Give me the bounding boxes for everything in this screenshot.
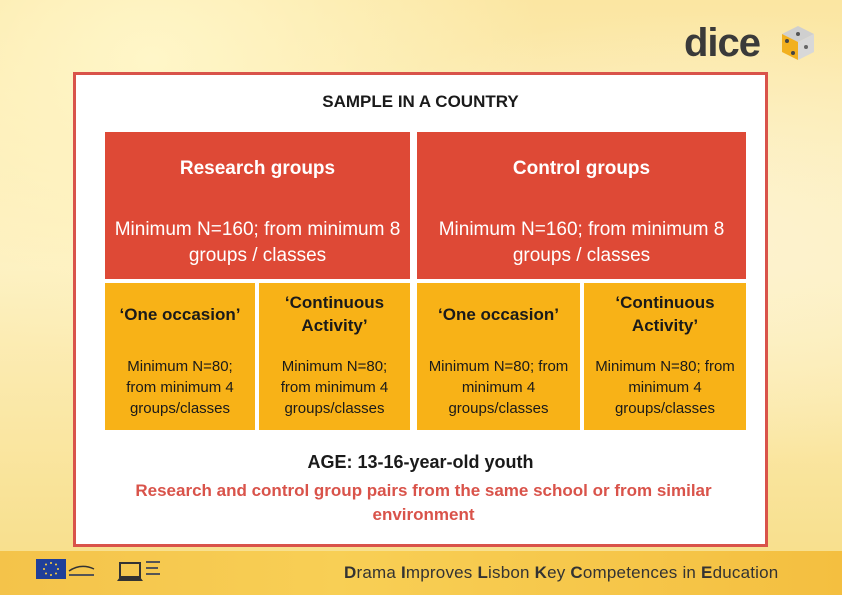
footer-word: Drama bbox=[344, 563, 397, 582]
footer-word: Key bbox=[534, 563, 566, 582]
control-groups-label: Control groups bbox=[512, 158, 651, 179]
control-groups-detail: Minimum N=160; from minimum 8 groups / c… bbox=[417, 207, 746, 279]
control-continuous-activity-detail: Minimum N=80; from minimum 4 groups/clas… bbox=[584, 345, 746, 430]
pairs-note: Research and control group pairs from th… bbox=[135, 481, 712, 524]
project-name: Drama Improves Lisbon Key Competences in… bbox=[344, 563, 778, 583]
research-groups-detail: Minimum N=160; from minimum 8 groups / c… bbox=[105, 207, 410, 279]
research-groups-detail-text: Minimum N=160; from minimum 8 groups / c… bbox=[114, 219, 401, 266]
footer-word: Competences bbox=[570, 563, 678, 582]
control-one-occasion-detail: Minimum N=80; from minimum 4 groups/clas… bbox=[417, 345, 580, 430]
research-groups-header: Research groups bbox=[105, 132, 410, 207]
control-groups-header: Control groups bbox=[417, 132, 746, 207]
laptop-icon bbox=[117, 561, 160, 581]
logo-text: dice bbox=[684, 21, 761, 65]
eu-flag-icon bbox=[36, 559, 95, 579]
occasion-detail: Minimum N=80; from minimum 4 groups/clas… bbox=[280, 358, 389, 417]
occasion-label: ‘One occasion’ bbox=[438, 304, 559, 324]
footer-word: in bbox=[682, 563, 697, 582]
sample-panel: SAMPLE IN A COUNTRY Research groups Mini… bbox=[73, 72, 768, 547]
occasion-detail: Minimum N=80; from minimum 4 groups/clas… bbox=[595, 358, 735, 417]
panel-title: SAMPLE IN A COUNTRY bbox=[322, 92, 519, 111]
dice-logo: dice bbox=[684, 20, 819, 66]
footer-word: Lisbon bbox=[477, 563, 530, 582]
control-one-occasion: ‘One occasion’ bbox=[417, 283, 580, 345]
research-groups-label: Research groups bbox=[179, 158, 336, 179]
research-continuous-activity-detail: Minimum N=80; from minimum 4 groups/clas… bbox=[259, 345, 410, 430]
occasion-label: ‘Continuous Activity’ bbox=[284, 293, 385, 335]
footer-word: Education bbox=[701, 563, 779, 582]
footer-bar: Drama Improves Lisbon Key Competences in… bbox=[0, 551, 842, 595]
occasion-detail: Minimum N=80; from minimum 4 groups/clas… bbox=[126, 358, 234, 417]
age-range: AGE: 13-16-year-old youth bbox=[307, 452, 534, 472]
occasion-detail: Minimum N=80; from minimum 4 groups/clas… bbox=[428, 358, 569, 417]
occasion-label: ‘One occasion’ bbox=[119, 304, 241, 324]
research-one-occasion-detail: Minimum N=80; from minimum 4 groups/clas… bbox=[105, 345, 255, 430]
research-one-occasion: ‘One occasion’ bbox=[105, 283, 255, 345]
footer-word: Improves bbox=[400, 563, 473, 582]
dice-cube-icon bbox=[782, 26, 814, 60]
control-groups-detail-text: Minimum N=160; from minimum 8 groups / c… bbox=[438, 219, 725, 266]
occasion-label: ‘Continuous Activity’ bbox=[615, 293, 715, 335]
control-continuous-activity: ‘Continuous Activity’ bbox=[584, 283, 746, 345]
research-continuous-activity: ‘Continuous Activity’ bbox=[259, 283, 410, 345]
